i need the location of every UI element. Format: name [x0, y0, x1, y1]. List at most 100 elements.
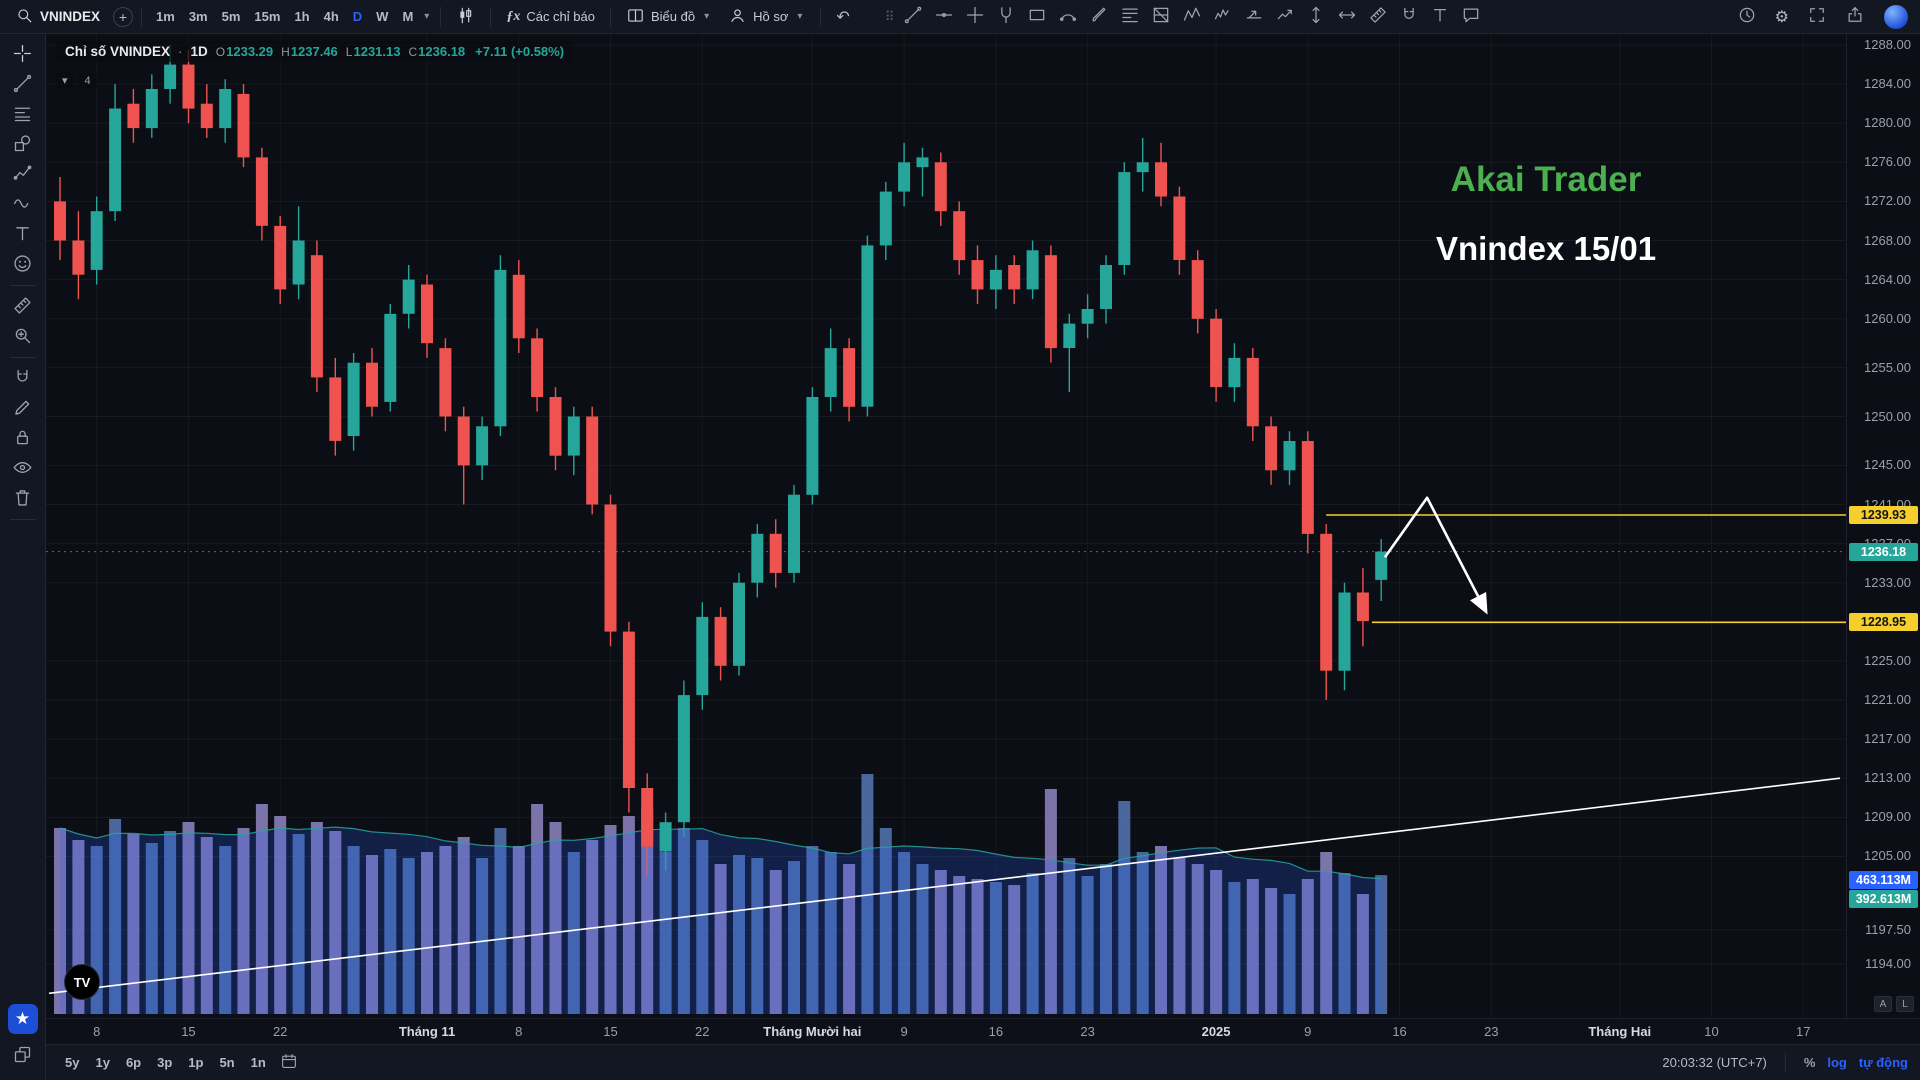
undo-button[interactable]: ↶ [829, 3, 856, 31]
fib-tools-icon [12, 103, 33, 127]
pitchfork-tool-button[interactable] [994, 3, 1018, 31]
price-range-tool-icon [1306, 5, 1326, 28]
measure-tool-button[interactable] [4, 292, 42, 321]
drag-handle-icon[interactable]: ⠿ [884, 8, 894, 24]
projection-tools-button[interactable] [4, 160, 42, 189]
time-label: 8 [93, 1024, 101, 1039]
percent-scale-button[interactable]: % [1803, 1055, 1816, 1070]
price-axis[interactable]: A L 1288.00 1284.00 1280.00 1276.00 1272.00 1… [1846, 34, 1920, 1018]
favorites-star-button[interactable]: ★ [7, 1004, 38, 1034]
rectangle-tool-button[interactable] [1025, 3, 1049, 31]
emoji-tool-button[interactable] [4, 250, 42, 279]
layout-button[interactable]: Biểu đồ ▾ [619, 3, 719, 31]
object-tree-button[interactable] [4, 1041, 42, 1070]
shape-tools-button[interactable] [4, 130, 42, 159]
brush-tool-button[interactable] [1087, 3, 1111, 31]
arc-tool-icon [1058, 5, 1078, 28]
range-5y-button[interactable]: 5y [58, 1051, 86, 1075]
interval-M-button[interactable]: M [396, 3, 419, 31]
lock-drawings-tool-button[interactable] [4, 424, 42, 453]
interval-3m-button[interactable]: 3m [183, 3, 214, 31]
interval-W-button[interactable]: W [370, 3, 394, 31]
close-label: C [408, 45, 418, 59]
interval-1h-button[interactable]: 1h [288, 3, 315, 31]
range-3p-button[interactable]: 3p [150, 1051, 179, 1075]
interval-D-button[interactable]: D [347, 3, 368, 31]
price-tick: 1272.00 [1864, 193, 1911, 209]
alert-clock-icon [1737, 5, 1757, 28]
comment-tool-button[interactable] [1459, 3, 1483, 31]
legend-collapse-button[interactable]: ▾ [56, 72, 74, 89]
magnet-tool-button[interactable] [1397, 3, 1421, 31]
drawing-mode-tool-button[interactable] [4, 394, 42, 423]
arc-tool-button[interactable] [1056, 3, 1080, 31]
fullscreen-button[interactable] [1800, 3, 1834, 31]
range-5n-button[interactable]: 5n [212, 1051, 241, 1075]
fx-icon: ƒx [506, 8, 521, 24]
auto-scale-button[interactable]: tự động [1858, 1055, 1908, 1070]
profile-button[interactable]: Hồ sơ ▾ [721, 3, 812, 31]
log-scale-badge[interactable]: L [1896, 996, 1914, 1012]
profile-label: Hồ sơ [753, 9, 789, 24]
long-position-tool-button[interactable] [1242, 3, 1266, 31]
add-symbol-button[interactable]: + [113, 6, 134, 27]
divider [9, 285, 36, 286]
remove-drawings-tool-button[interactable] [4, 484, 42, 513]
interval-5m-button[interactable]: 5m [216, 3, 247, 31]
interval-15m-button[interactable]: 15m [248, 3, 286, 31]
date-range-tool-button[interactable] [1335, 3, 1359, 31]
wave-tools-button[interactable] [4, 190, 42, 219]
line-tools-button[interactable] [4, 70, 42, 99]
legend-ohlc: O 1233.29 H 1237.46 L 1231.13 C 1236.18 +7.1… [216, 44, 564, 59]
hide-drawings-tool-button[interactable] [4, 454, 42, 483]
time-label: 17 [1796, 1024, 1811, 1039]
time-label: 9 [900, 1024, 908, 1039]
horizontal-line-tool-button[interactable] [932, 3, 956, 31]
time-axis[interactable]: 8 15 22 Tháng 11 8 15 22 Tháng Mười hai 9 16 23 202… [46, 1018, 1920, 1044]
time-label: Tháng Mười hai [763, 1024, 862, 1039]
text-tool-button[interactable] [1428, 3, 1452, 31]
cross-line-tool-button[interactable] [963, 3, 987, 31]
chart-style-button[interactable] [449, 3, 482, 31]
text-annotation-tool-icon [12, 223, 33, 247]
elliott-wave-tool-button[interactable] [1211, 3, 1235, 31]
lock-drawings-tool-icon [12, 427, 33, 451]
interval-1m-button[interactable]: 1m [150, 3, 181, 31]
auto-scale-badge[interactable]: A [1874, 996, 1892, 1012]
tradingview-logo[interactable]: TV [64, 964, 100, 1000]
remove-drawings-tool-icon [12, 487, 33, 511]
interval-4h-button[interactable]: 4h [318, 3, 345, 31]
forecast-tool-button[interactable] [1273, 3, 1297, 31]
crosshair-tool-button[interactable] [4, 40, 42, 69]
fib-retracement-tool-button[interactable] [1118, 3, 1142, 31]
alert-button[interactable] [1730, 3, 1764, 31]
symbol-search-button[interactable]: VNINDEX [8, 3, 107, 31]
objects-count-badge[interactable]: 4 [78, 72, 97, 89]
price-range-tool-button[interactable] [1304, 3, 1328, 31]
go-to-date-button[interactable] [273, 1049, 305, 1077]
time-label: 9 [1304, 1024, 1312, 1039]
price-tick: 1205.00 [1864, 848, 1911, 864]
text-annotation-tool-button[interactable] [4, 220, 42, 249]
snapshot-share-button[interactable] [1838, 3, 1872, 31]
settings-button[interactable]: ⚙ [1768, 3, 1796, 31]
avatar[interactable] [1884, 4, 1908, 29]
range-1n-button[interactable]: 1n [244, 1051, 273, 1075]
log-scale-button[interactable]: log [1827, 1055, 1847, 1070]
trend-line-tool-button[interactable] [901, 3, 925, 31]
zoom-tool-button[interactable] [4, 322, 42, 351]
range-1y-button[interactable]: 1y [88, 1051, 116, 1075]
chevron-down-icon: ▾ [704, 11, 710, 22]
range-1p-button[interactable]: 1p [181, 1051, 210, 1075]
indicators-button[interactable]: ƒx Các chỉ báo [499, 3, 602, 31]
fib-tools-button[interactable] [4, 100, 42, 129]
range-6p-button[interactable]: 6p [119, 1051, 148, 1075]
xabcd-pattern-tool-button[interactable] [1180, 3, 1204, 31]
gann-box-tool-button[interactable] [1149, 3, 1173, 31]
ruler-tool-button[interactable] [1366, 3, 1390, 31]
magnet-mode-tool-button[interactable] [4, 364, 42, 393]
price-chart[interactable] [46, 34, 1846, 1018]
interval-menu-button[interactable]: ▾ [421, 3, 432, 31]
